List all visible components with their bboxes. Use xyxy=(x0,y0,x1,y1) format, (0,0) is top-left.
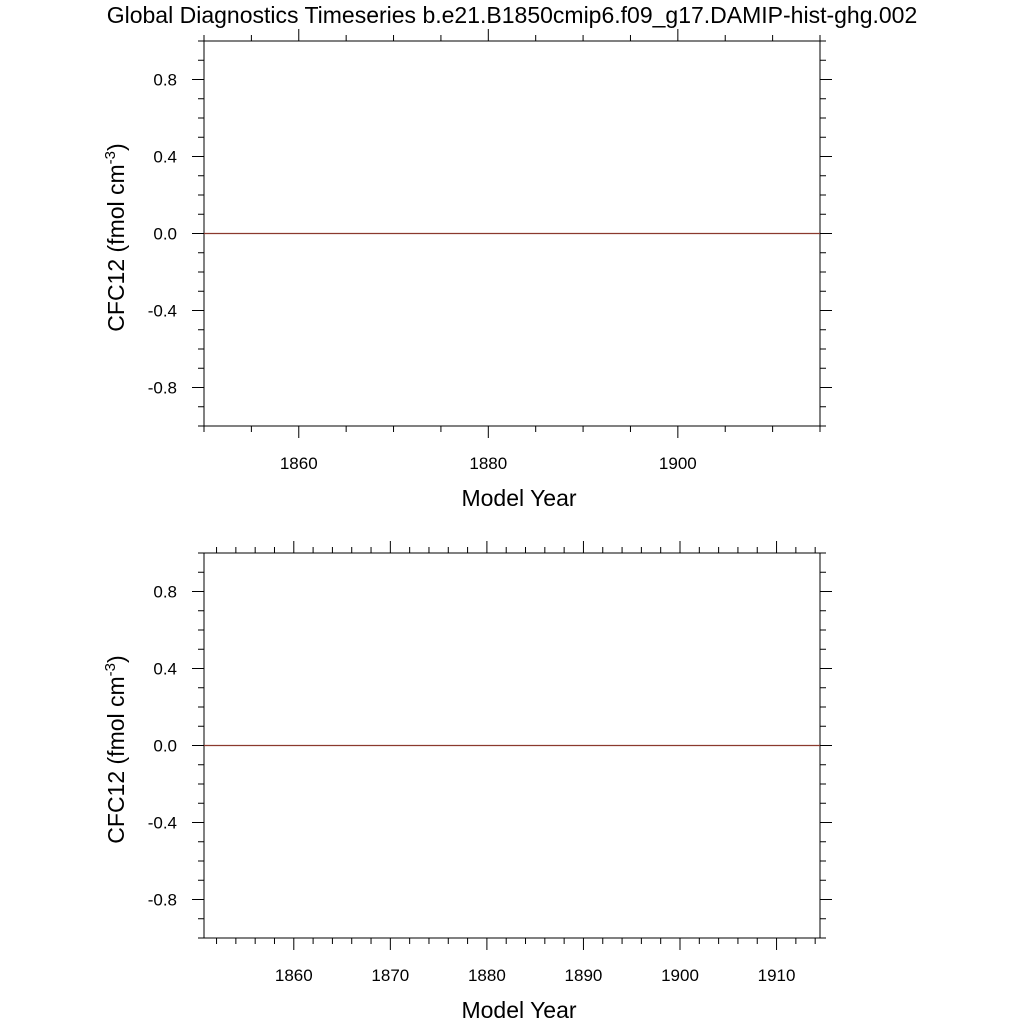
y-tick-label: 0.0 xyxy=(153,737,177,756)
x-tick-label: 1870 xyxy=(371,966,409,985)
chart-title: Global Diagnostics Timeseries b.e21.B185… xyxy=(106,2,918,28)
x-tick-label: 1900 xyxy=(659,454,697,473)
x-tick-label: 1890 xyxy=(565,966,603,985)
x-tick-label: 1860 xyxy=(280,454,318,473)
y-axis-label: CFC12 (fmol cm-3) xyxy=(102,655,129,843)
y-axis-label: CFC12 (fmol cm-3) xyxy=(102,143,129,331)
y-tick-label: 0.4 xyxy=(153,660,177,679)
plot-panel-2: 1860 1870 1880 1890 1900 1910 0.8 0.4 0.0 -0.4 -0.… xyxy=(102,541,832,1023)
y-tick-label: -0.4 xyxy=(148,814,177,833)
x-tick-label: 1910 xyxy=(758,966,796,985)
y-tick-label: 0.8 xyxy=(153,583,177,602)
x-axis-label: Model Year xyxy=(461,485,576,511)
x-tick-label: 1900 xyxy=(661,966,699,985)
y-tick-label: -0.8 xyxy=(148,379,177,398)
y-tick-label: -0.8 xyxy=(148,891,177,910)
y-tick-label: -0.4 xyxy=(148,302,177,321)
x-axis-label: Model Year xyxy=(461,997,576,1023)
x-tick-label: 1880 xyxy=(469,454,507,473)
y-tick-label: 0.8 xyxy=(153,71,177,90)
y-tick-label: 0.0 xyxy=(153,225,177,244)
x-tick-label: 1880 xyxy=(468,966,506,985)
plot-panel-1: 1860 1880 1900 0.8 0.4 0.0 -0.4 -0.8 Model Year C… xyxy=(102,29,832,511)
y-tick-label: 0.4 xyxy=(153,148,177,167)
x-tick-label: 1860 xyxy=(275,966,313,985)
